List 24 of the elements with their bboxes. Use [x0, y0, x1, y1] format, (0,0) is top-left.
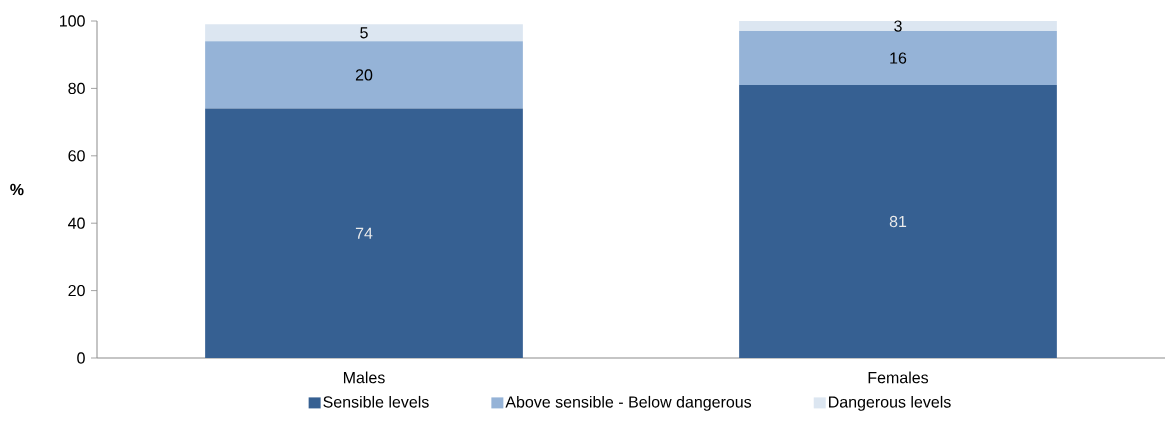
bar — [739, 85, 1057, 358]
x-tick-label: Females — [868, 371, 929, 384]
bar — [739, 31, 1057, 86]
y-tick-label: 60 — [68, 150, 85, 162]
data-label: 5 — [360, 27, 368, 39]
x-tick-label: Males — [343, 371, 385, 384]
legend-label: Dangerous levels — [829, 395, 951, 411]
data-label: 81 — [889, 215, 907, 228]
data-label: 3 — [894, 20, 902, 32]
legend-label: Sensible levels — [323, 395, 429, 408]
data-label: 20 — [355, 69, 373, 81]
bar — [205, 108, 523, 358]
bar — [739, 21, 1057, 32]
y-tick-label: 100 — [60, 15, 85, 27]
legend-label: Above sensible - Below dangerous — [505, 395, 752, 411]
y-tick-label: 0 — [77, 352, 85, 364]
y-tick-label: 40 — [68, 217, 85, 229]
bar — [205, 41, 523, 109]
y-tick-label: 20 — [68, 284, 85, 297]
y-tick-label: 80 — [68, 82, 85, 95]
bar — [205, 24, 523, 42]
data-label: 16 — [890, 52, 907, 64]
data-label: 74 — [355, 227, 373, 239]
y-axis-title: % — [10, 183, 24, 196]
